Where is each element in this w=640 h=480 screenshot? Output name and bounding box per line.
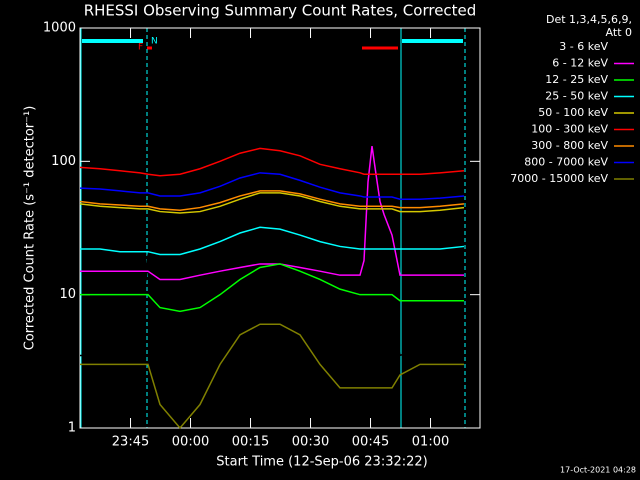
legend-label: 100 - 300 keV	[531, 123, 608, 136]
flag: F	[138, 43, 143, 53]
y-axis-label: Corrected Count Rate (s⁻¹ detector⁻¹)	[23, 106, 38, 351]
x-axis-label: Start Time (12-Sep-06 23:32:22)	[216, 455, 427, 470]
y-tick-label: 10	[59, 287, 76, 302]
legend-label: 12 - 25 keV	[545, 73, 608, 86]
legend-title: Det 1,3,4,5,6,9,	[546, 13, 632, 26]
legend-label: 25 - 50 keV	[545, 90, 608, 103]
legend-label: 7000 - 15000 keV	[510, 172, 608, 185]
flag: N	[151, 37, 158, 47]
series-line	[80, 161, 465, 357]
series-line	[79, 147, 465, 177]
y-tick-label: 1000	[43, 21, 76, 36]
chart-title: RHESSI Observing Summary Count Rates, Co…	[84, 2, 477, 20]
x-tick-label: 00:15	[232, 435, 269, 450]
legend-label: 50 - 100 keV	[538, 106, 608, 119]
series-line	[80, 146, 464, 281]
y-tick-label: 1	[68, 421, 76, 436]
series-line	[79, 192, 465, 214]
x-tick-label: 00:30	[292, 435, 329, 450]
series-line	[80, 323, 464, 430]
legend-title: Att 0	[606, 26, 632, 39]
series-line	[80, 226, 465, 256]
series-line	[79, 172, 465, 200]
series-line	[80, 263, 464, 313]
series-line	[79, 190, 465, 211]
legend-label: 6 - 12 keV	[552, 57, 608, 70]
legend-label: 300 - 800 keV	[531, 139, 608, 152]
legend-label: 3 - 6 keV	[559, 40, 608, 53]
x-tick-label: 00:00	[172, 435, 209, 450]
x-tick-label: 00:45	[352, 435, 389, 450]
x-tick-label: 01:00	[412, 435, 449, 450]
plot-frame	[79, 27, 481, 429]
y-tick-label: 100	[51, 154, 76, 169]
x-tick-label: 23:45	[112, 435, 149, 450]
timestamp: 17-Oct-2021 04:28	[560, 466, 636, 475]
legend-label: 800 - 7000 keV	[524, 156, 608, 169]
